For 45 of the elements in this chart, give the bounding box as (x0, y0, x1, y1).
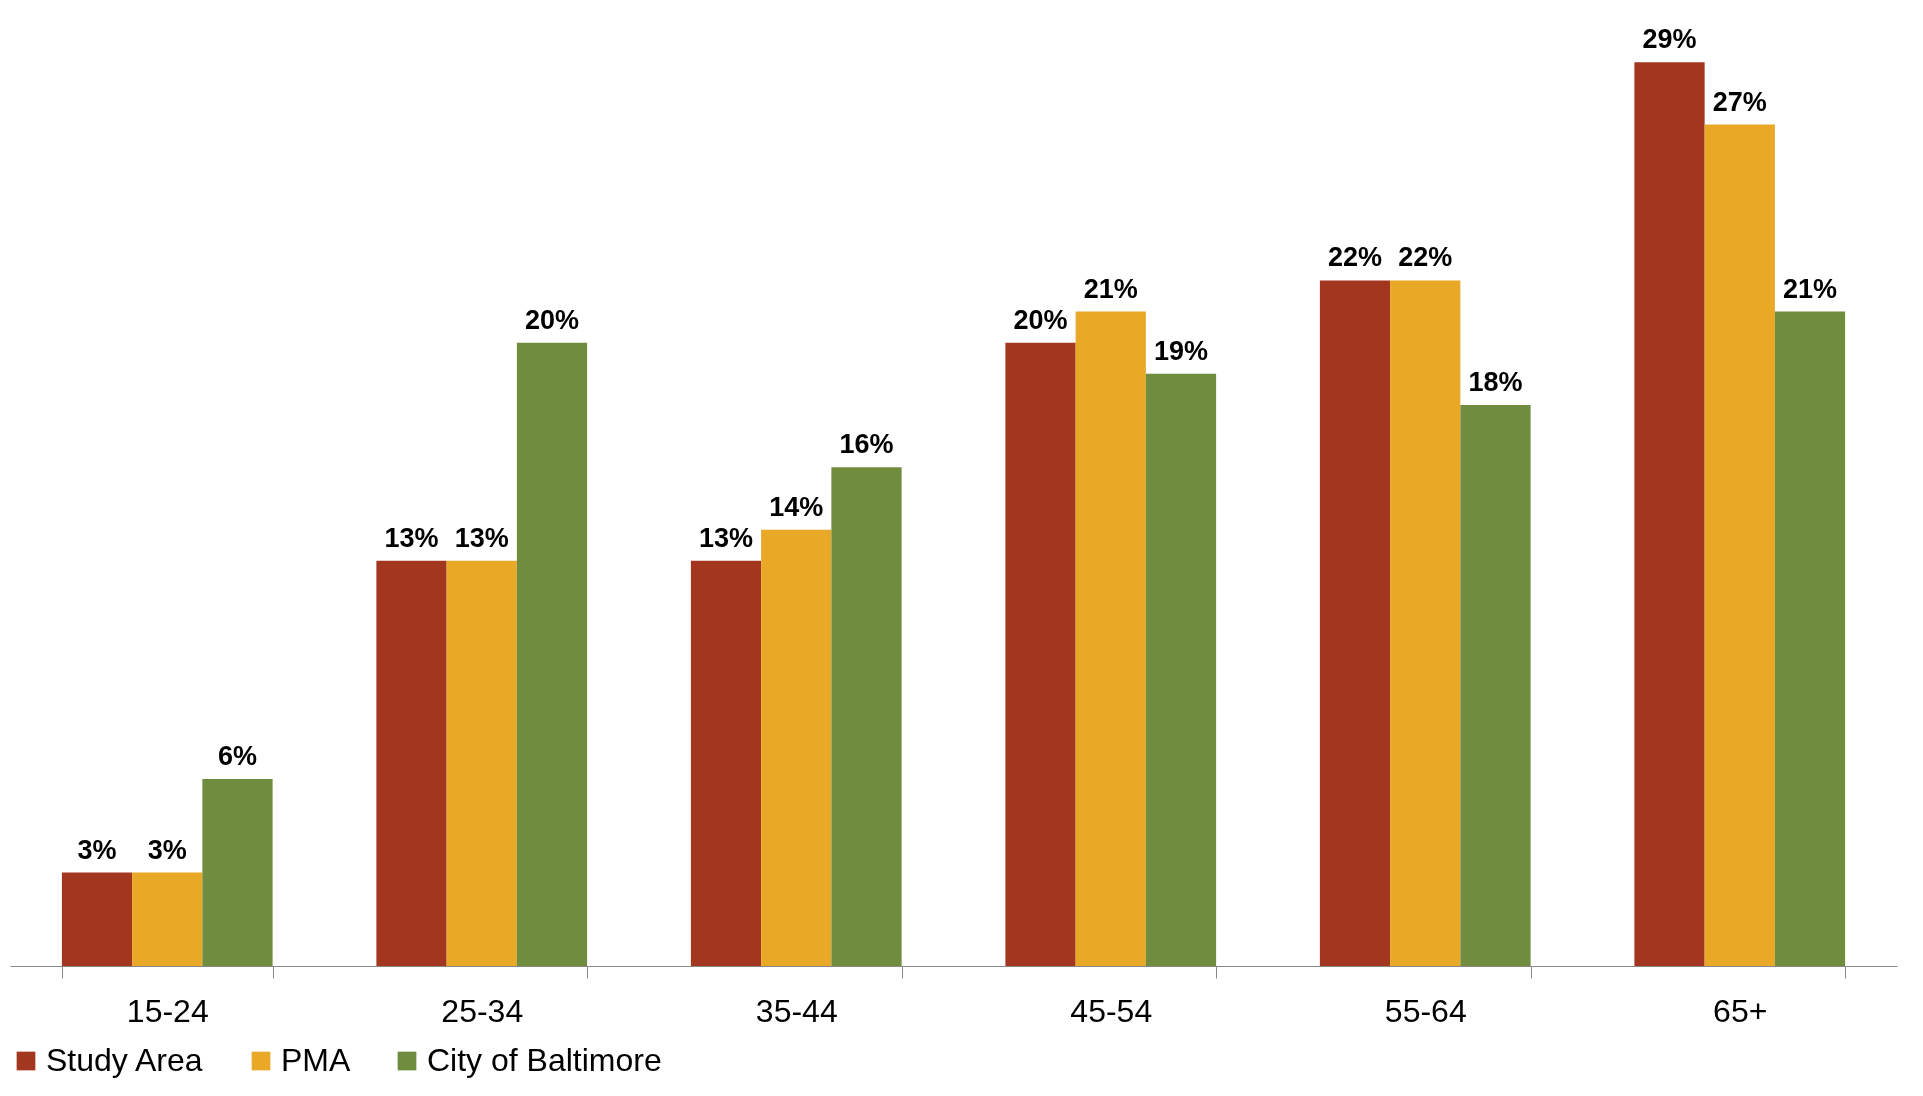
bar (831, 467, 902, 966)
bar (202, 779, 273, 966)
bar (61, 872, 133, 966)
data-label: 21% (1782, 273, 1838, 304)
bar (1005, 342, 1076, 966)
x-tick-label: 35-44 (755, 992, 838, 1029)
legend-label: PMA (281, 1042, 351, 1078)
x-tick-label: 25-34 (441, 992, 524, 1029)
bar (446, 560, 517, 966)
data-label: 6% (217, 741, 257, 772)
bar (1075, 311, 1146, 966)
data-label: 13% (698, 522, 754, 553)
data-label: 14% (769, 491, 824, 522)
data-label: 3% (147, 834, 187, 865)
data-label: 22% (1327, 242, 1383, 273)
bar (1145, 373, 1217, 966)
bar (1774, 311, 1846, 966)
data-label: 20% (1013, 304, 1068, 335)
bar (1704, 124, 1775, 966)
bar (761, 529, 832, 966)
data-label: 29% (1642, 24, 1697, 55)
legend-label: Study Area (46, 1042, 203, 1078)
x-tick-label: 45-54 (1070, 992, 1153, 1029)
bar (1319, 280, 1391, 966)
bar (690, 560, 762, 966)
legend-label: City of Baltimore (427, 1042, 662, 1078)
data-label: 20% (524, 304, 580, 335)
bar (1634, 62, 1705, 966)
bar (376, 560, 447, 966)
data-label: 27% (1712, 86, 1767, 117)
data-label: 13% (384, 522, 439, 553)
data-label: 3% (77, 834, 117, 865)
bar (1460, 405, 1531, 966)
x-tick-label: 55-64 (1384, 992, 1467, 1029)
x-tick-label: 65+ (1713, 992, 1768, 1029)
data-label: 21% (1083, 273, 1138, 304)
bar (132, 872, 203, 966)
data-label: 13% (454, 522, 509, 553)
data-label: 18% (1468, 367, 1523, 398)
data-label: 19% (1153, 335, 1209, 366)
bar (516, 342, 588, 966)
x-tick-label: 15-24 (126, 992, 209, 1029)
data-label: 22% (1398, 242, 1453, 273)
data-label: 16% (839, 429, 894, 460)
bar (1390, 280, 1461, 966)
